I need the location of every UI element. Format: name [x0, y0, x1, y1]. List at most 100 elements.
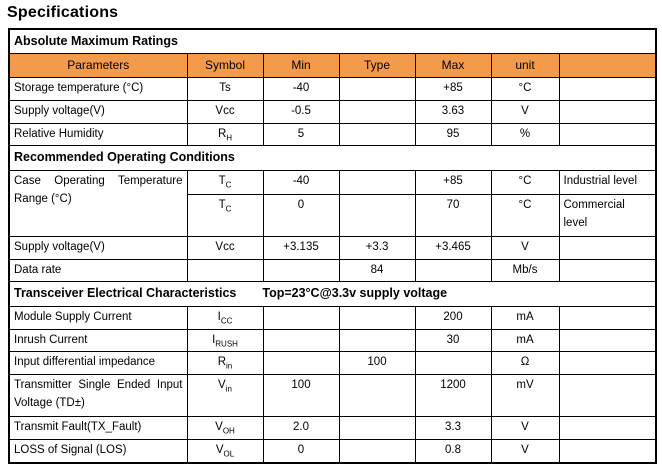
cell-note	[558, 258, 657, 283]
cell-symbol: TC	[186, 193, 264, 237]
cell-unit: %	[490, 122, 560, 147]
section-title: Absolute Maximum Ratings	[14, 34, 178, 48]
cell-symbol: Ts	[186, 76, 264, 101]
cell-param: Input differential impedance	[8, 351, 188, 376]
section-header-transceiver-electrical-characteristics: Transceiver Electrical Characteristics To…	[8, 281, 657, 307]
cell-symbol: RH	[186, 122, 264, 147]
cell-min: 5	[262, 122, 340, 147]
cell-symbol	[186, 258, 264, 283]
col-header-max: Max	[414, 53, 492, 78]
table-row: Data rate 84 Mb/s	[8, 258, 657, 283]
cell-note: Industrial level	[558, 169, 657, 195]
cell-note	[558, 99, 657, 124]
cell-type	[338, 76, 416, 101]
cell-param: Inrush Current	[8, 328, 188, 353]
cell-unit: °C	[490, 76, 560, 101]
cell-param: Transmitter Single Ended Input Voltage (…	[8, 374, 188, 418]
section-header-recommended-operating-conditions: Recommended Operating Conditions	[8, 145, 657, 171]
cell-note	[558, 351, 657, 376]
cell-min	[262, 258, 340, 283]
cell-max	[414, 258, 492, 283]
cell-unit: V	[490, 99, 560, 124]
cell-type	[338, 416, 416, 441]
column-header-row: Parameters Symbol Min Type Max unit	[8, 53, 657, 78]
section-header-absolute-maximum-ratings: Absolute Maximum Ratings	[8, 28, 657, 55]
cell-type	[338, 122, 416, 147]
cell-min: 2.0	[262, 416, 340, 441]
cell-symbol: ICC	[186, 305, 264, 330]
cell-param: Transmit Fault(TX_Fault)	[8, 416, 188, 441]
cell-max	[414, 351, 492, 376]
cell-max: 3.3	[414, 416, 492, 441]
col-header-symbol: Symbol	[186, 53, 264, 78]
cell-unit: V	[490, 416, 560, 441]
cell-symbol: TC	[186, 169, 264, 195]
cell-note	[558, 328, 657, 353]
table-row: Case Operating Temperature Range (°C) TC…	[8, 169, 657, 237]
cell-type	[338, 99, 416, 124]
cell-param: Case Operating Temperature Range (°C)	[8, 169, 188, 237]
col-header-blank	[558, 53, 657, 78]
col-header-unit: unit	[490, 53, 560, 78]
cell-max: +3.465	[414, 235, 492, 260]
cell-max: 30	[414, 328, 492, 353]
cell-param: Module Supply Current	[8, 305, 188, 330]
cell-note	[558, 122, 657, 147]
cell-type: 84	[338, 258, 416, 283]
cell-param: Supply voltage(V)	[8, 99, 188, 124]
cell-unit: mA	[490, 328, 560, 353]
cell-param: Supply voltage(V)	[8, 235, 188, 260]
table-row: Input differential impedance Rin 100 Ω	[8, 351, 657, 376]
cell-note	[558, 235, 657, 260]
cell-param: Relative Humidity	[8, 122, 188, 147]
cell-unit: °C	[490, 193, 560, 237]
cell-type	[338, 439, 416, 464]
table-row: TC 0 70 °C Commercial level	[9, 193, 657, 237]
specifications-table: Absolute Maximum Ratings Parameters Symb…	[8, 28, 658, 464]
cell-note	[558, 305, 657, 330]
cell-type	[338, 193, 416, 237]
cell-note	[558, 76, 657, 101]
cell-min: -40	[262, 76, 340, 101]
cell-unit: Mb/s	[490, 258, 560, 283]
cell-param: Data rate	[8, 258, 188, 283]
cell-symbol: Vcc	[186, 235, 264, 260]
cell-min: 100	[262, 374, 340, 418]
cell-unit: V	[490, 235, 560, 260]
cell-note	[558, 416, 657, 441]
cell-max: 1200	[414, 374, 492, 418]
cell-max: 70	[414, 193, 492, 237]
cell-min: 0	[262, 439, 340, 464]
cell-symbol: VOH	[186, 416, 264, 441]
cell-type	[338, 374, 416, 418]
cell-max: 95	[414, 122, 492, 147]
cell-min	[262, 305, 340, 330]
cell-symbol: Rin	[186, 351, 264, 376]
cell-param: LOSS of Signal (LOS)	[8, 439, 188, 464]
cell-note	[558, 439, 657, 464]
page-title: Specifications	[7, 4, 119, 21]
cell-unit: mV	[490, 374, 560, 418]
cell-unit: Ω	[490, 351, 560, 376]
cell-type	[338, 328, 416, 353]
cell-max: 3.63	[414, 99, 492, 124]
table-row: Storage temperature (°C) Ts -40 +85 °C	[8, 76, 657, 101]
cell-max: +85	[414, 169, 492, 195]
cell-type	[338, 305, 416, 330]
col-header-parameters: Parameters	[8, 53, 188, 78]
cell-symbol: Vcc	[186, 99, 264, 124]
cell-unit: V	[490, 439, 560, 464]
table-row: Relative Humidity RH 5 95 %	[8, 122, 657, 147]
cell-note: Commercial level	[558, 193, 657, 237]
cell-min	[262, 328, 340, 353]
table-row: Inrush Current IRUSH 30 mA	[8, 328, 657, 353]
table-row: Supply voltage(V) Vcc -0.5 3.63 V	[8, 99, 657, 124]
section-title: Recommended Operating Conditions	[14, 150, 235, 165]
table-row: Supply voltage(V) Vcc +3.135 +3.3 +3.465…	[8, 235, 657, 260]
cell-min	[262, 351, 340, 376]
cell-min: 0	[262, 193, 340, 237]
table-row: LOSS of Signal (LOS) VOL 0 0.8 V	[8, 439, 657, 464]
cell-max: 0.8	[414, 439, 492, 464]
section-title: Transceiver Electrical Characteristics	[14, 286, 237, 301]
cell-unit: °C	[490, 169, 560, 195]
